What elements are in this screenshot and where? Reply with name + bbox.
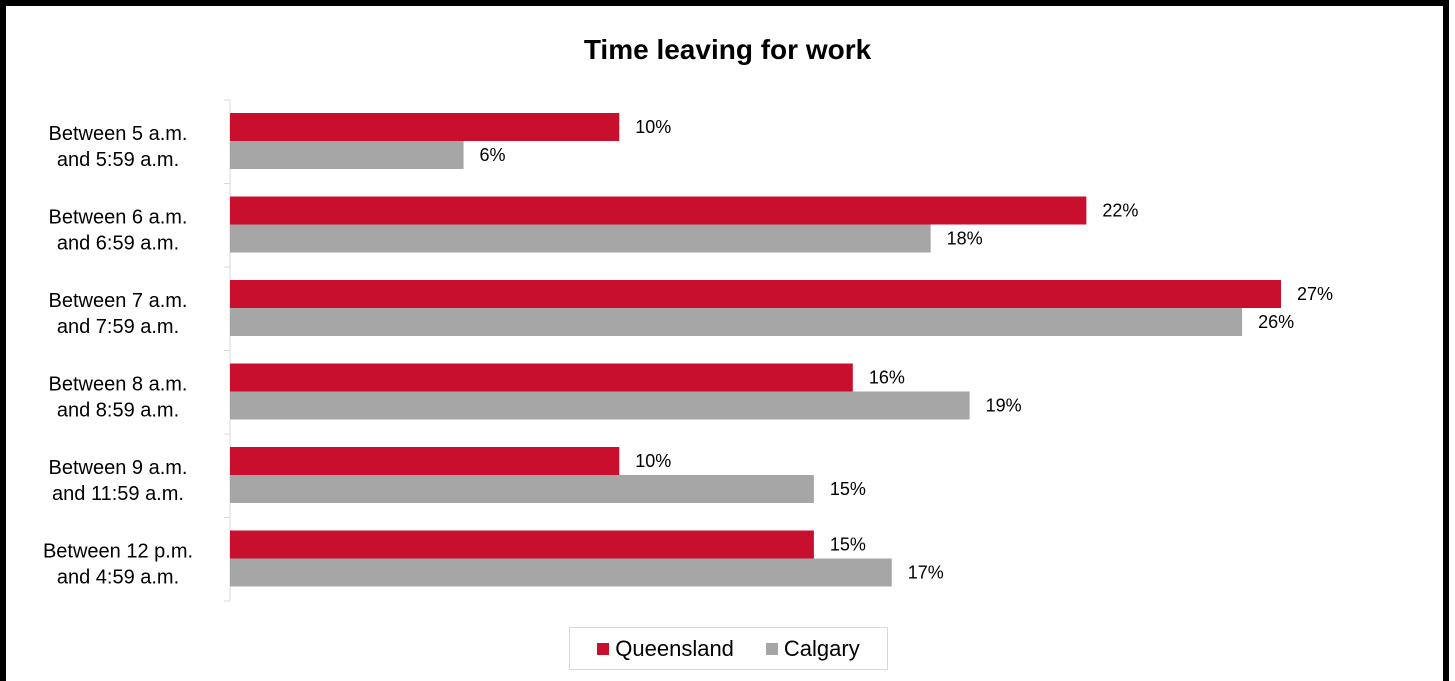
bar-queensland xyxy=(230,447,620,475)
bar-calgary xyxy=(230,391,970,420)
data-label-calgary: 17% xyxy=(908,563,944,583)
data-label-queensland: 27% xyxy=(1297,284,1333,304)
category-label: Between 6 a.m. and 6:59 a.m. xyxy=(49,207,188,255)
category-label: Between 9 a.m. and 11:59 a.m. xyxy=(49,457,188,505)
bar-calgary xyxy=(230,475,814,503)
category-label: Between 8 a.m. and 8:59 a.m. xyxy=(49,374,188,422)
data-label-calgary: 26% xyxy=(1258,312,1294,332)
legend-label-queensland: Queensland xyxy=(615,635,734,661)
bar-queensland xyxy=(230,113,620,141)
category-label-line: and 6:59 a.m. xyxy=(57,233,179,255)
data-label-queensland: 16% xyxy=(869,368,905,388)
category-label: Between 12 p.m. and 4:59 a.m. xyxy=(43,541,193,589)
data-label-queensland: 10% xyxy=(635,117,671,137)
data-label-queensland: 22% xyxy=(1102,201,1138,221)
category-label-line: Between 6 a.m. xyxy=(49,207,188,229)
legend-item-queensland: Queensland xyxy=(597,636,734,662)
bar-calgary xyxy=(230,224,931,253)
bar-calgary xyxy=(230,558,892,587)
chart-legend: Queensland Calgary xyxy=(569,627,888,670)
chart-title: Time leaving for work xyxy=(583,34,872,65)
data-label-calgary: 18% xyxy=(947,229,983,249)
bar-queensland xyxy=(230,530,814,559)
data-label-queensland: 10% xyxy=(635,451,671,471)
bar-calgary xyxy=(230,141,464,169)
bar-queensland xyxy=(230,280,1281,308)
category-label: Between 5 a.m. and 5:59 a.m. xyxy=(49,123,188,171)
data-label-calgary: 19% xyxy=(986,396,1022,416)
category-label-line: Between 7 a.m. xyxy=(49,290,188,312)
category-label-line: and 8:59 a.m. xyxy=(57,400,179,422)
category-label-line: and 5:59 a.m. xyxy=(57,149,179,171)
category-label-line: Between 9 a.m. xyxy=(49,457,188,479)
legend-label-calgary: Calgary xyxy=(783,635,860,661)
data-label-calgary: 6% xyxy=(480,145,506,165)
legend-swatch-queensland xyxy=(597,642,610,655)
category-label: Between 7 a.m. and 7:59 a.m. xyxy=(49,290,188,338)
category-label-line: and 11:59 a.m. xyxy=(52,483,184,505)
legend-swatch-calgary xyxy=(765,642,778,655)
legend-item-calgary: Calgary xyxy=(765,635,860,662)
category-label-line: and 7:59 a.m. xyxy=(57,316,179,338)
category-label-line: Between 12 p.m. xyxy=(43,541,193,563)
data-label-queensland: 15% xyxy=(830,535,866,555)
category-label-line: Between 5 a.m. xyxy=(49,123,188,145)
bar-queensland xyxy=(230,196,1087,225)
category-label-line: Between 8 a.m. xyxy=(49,374,188,396)
data-label-calgary: 15% xyxy=(830,479,866,499)
bar-calgary xyxy=(230,308,1243,336)
category-label-line: and 4:59 a.m. xyxy=(57,567,179,589)
bar-queensland xyxy=(230,363,853,392)
